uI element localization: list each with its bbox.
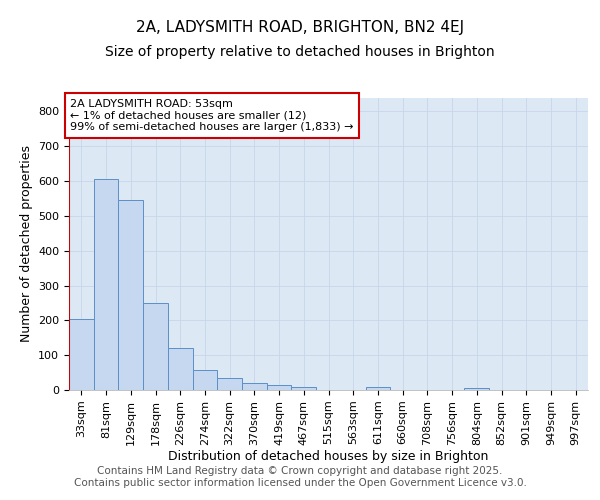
Text: Contains HM Land Registry data © Crown copyright and database right 2025.
Contai: Contains HM Land Registry data © Crown c… [74, 466, 526, 487]
Bar [267, 385, 292, 390]
Bar [143, 302, 168, 390]
Bar [217, 378, 242, 390]
Bar [365, 387, 390, 390]
Text: Size of property relative to detached houses in Brighton: Size of property relative to detached ho… [105, 45, 495, 59]
Bar [292, 386, 316, 390]
Bar [464, 388, 489, 390]
X-axis label: Distribution of detached houses by size in Brighton: Distribution of detached houses by size … [169, 450, 488, 464]
Bar [242, 383, 267, 390]
Text: 2A, LADYSMITH ROAD, BRIGHTON, BN2 4EJ: 2A, LADYSMITH ROAD, BRIGHTON, BN2 4EJ [136, 20, 464, 35]
Bar [118, 200, 143, 390]
Y-axis label: Number of detached properties: Number of detached properties [20, 145, 32, 342]
Bar [69, 320, 94, 390]
Bar [168, 348, 193, 390]
Text: 2A LADYSMITH ROAD: 53sqm
← 1% of detached houses are smaller (12)
99% of semi-de: 2A LADYSMITH ROAD: 53sqm ← 1% of detache… [70, 99, 354, 132]
Bar [193, 370, 217, 390]
Bar [94, 180, 118, 390]
